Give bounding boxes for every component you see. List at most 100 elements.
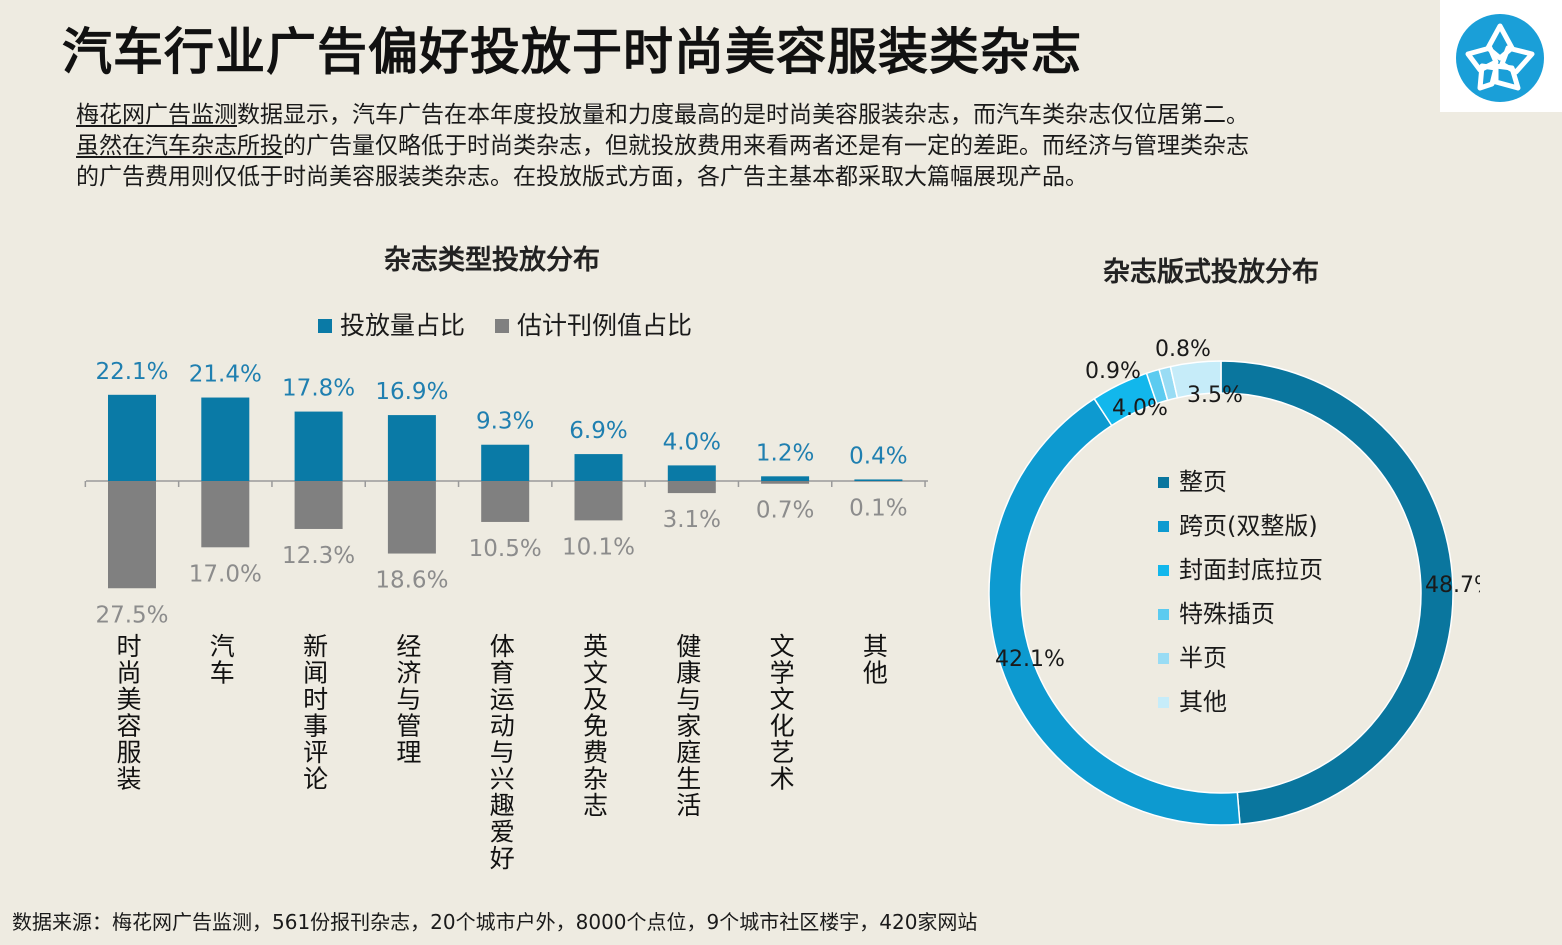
donut-legend-label: 半页 [1179, 644, 1227, 672]
bar-value-label: 10.5% [469, 536, 542, 562]
bar-value [574, 481, 623, 521]
category-label-char: 与 [396, 685, 421, 714]
category-label-char: 生 [676, 765, 701, 794]
donut-legend-swatch [1158, 565, 1169, 576]
bar-value-label: 10.1% [562, 534, 635, 560]
description-underlined: 虽然在汽车杂志所投 [76, 133, 283, 159]
bar-value [201, 481, 250, 548]
bar-chart-legend: 投放量占比 估计刊例值占比 [318, 306, 714, 342]
category-label-char: 事 [303, 712, 328, 741]
bar-volume [387, 415, 436, 481]
category-label-char: 健 [676, 632, 701, 661]
category-label-char: 活 [676, 791, 701, 820]
category-label-char: 服 [116, 738, 141, 767]
donut-legend-swatch [1158, 477, 1169, 488]
bar-value [108, 481, 156, 589]
legend-label: 估计刊例值占比 [516, 311, 692, 340]
donut-legend-swatch [1158, 653, 1169, 664]
category-label-char: 新 [303, 632, 328, 661]
donut-slice-label: 3.5% [1187, 383, 1243, 408]
bar-value-label: 18.6% [375, 568, 448, 594]
category-label-char: 与 [490, 738, 515, 767]
bar-volume [574, 454, 623, 481]
category-label-char: 费 [583, 738, 608, 767]
legend-swatch-blue [318, 319, 332, 333]
category-label-char: 文 [770, 685, 795, 714]
donut-slice [1169, 360, 1222, 399]
category-label-char: 评 [303, 738, 328, 767]
bar-volume-label: 0.4% [849, 443, 907, 469]
legend-swatch-gray [494, 319, 509, 333]
category-label-char: 动 [490, 712, 515, 741]
donut-legend-item: 其他 [1158, 686, 1323, 730]
donut-legend-label: 整页 [1179, 468, 1227, 496]
category-label-char: 车 [210, 659, 235, 688]
legend-label: 投放量占比 [340, 311, 466, 340]
category-label-char: 术 [770, 765, 795, 794]
bar-value-label: 12.3% [282, 543, 355, 569]
category-label-char: 经 [396, 632, 421, 661]
bar-value [761, 481, 810, 484]
category-label-char: 化 [770, 712, 795, 741]
category-label-char: 汽 [210, 632, 235, 661]
plum-blossom-logo-icon [1456, 14, 1544, 102]
bar-volume-label: 4.0% [663, 429, 721, 455]
bar-value [294, 481, 343, 529]
donut-legend-label: 特殊插页 [1179, 600, 1275, 628]
category-label-char: 及 [583, 685, 608, 714]
description: 梅花网广告监测数据显示，汽车广告在本年度投放量和力度最高的是时尚美容服装杂志，而… [76, 100, 1416, 193]
category-label-char: 理 [396, 738, 421, 767]
category-label-char: 济 [396, 659, 421, 688]
donut-legend-label: 封面封底拉页 [1179, 556, 1323, 584]
legend-item-value: 估计刊例值占比 [494, 306, 692, 342]
category-label-char: 家 [676, 712, 701, 741]
donut-slice-label: 42.1% [995, 647, 1065, 672]
description-text: 的广告量仅略低于时尚类杂志，但就投放费用来看两者还是有一定的差距。而经济与管理类… [283, 133, 1249, 159]
category-label-char: 育 [490, 659, 515, 688]
bar-chart-title: 杂志类型投放分布 [384, 245, 600, 276]
bar-volume-label: 1.2% [756, 440, 814, 466]
source-link[interactable]: 梅花网广告监测 [76, 102, 237, 128]
donut-legend-label: 其他 [1179, 688, 1227, 716]
category-label-char: 容 [116, 712, 141, 741]
category-label-char: 文 [770, 632, 795, 661]
donut-slice-label: 48.7% [1425, 573, 1480, 598]
category-label-char: 文 [583, 659, 608, 688]
bar-volume [201, 397, 250, 481]
category-label-char: 学 [770, 659, 795, 688]
donut-legend-label: 跨页(双整版) [1179, 512, 1318, 540]
category-label-char: 杂 [583, 765, 608, 794]
description-line-2: 虽然在汽车杂志所投的广告量仅略低于时尚类杂志，但就投放费用来看两者还是有一定的差… [76, 131, 1416, 162]
bar-volume [761, 476, 810, 481]
category-label-char: 庭 [676, 738, 701, 767]
donut-chart-legend: 整页跨页(双整版) 封面封底拉页 特殊插页半页其他 [1158, 466, 1323, 730]
page-title: 汽车行业广告偏好投放于时尚美容服装类杂志 [62, 23, 1082, 81]
category-label-char: 装 [116, 765, 141, 794]
category-label-char: 其 [863, 632, 888, 661]
category-label-char: 兴 [490, 765, 515, 794]
bar-value [387, 481, 436, 554]
bar-value-label: 27.5% [95, 602, 168, 628]
bar-value-label: 3.1% [663, 507, 721, 533]
data-source-footer: 数据来源：梅花网广告监测，561份报刊杂志，20个城市户外，8000个点位，9个… [12, 910, 978, 934]
category-label-char: 志 [583, 791, 608, 820]
bar-volume-label: 22.1% [95, 359, 168, 385]
category-label-char: 免 [583, 712, 608, 741]
bar-chart: 22.1%27.5%时尚美容服装21.4%17.0%汽车17.8%12.3%新闻… [84, 359, 928, 873]
donut-slice-label: 0.9% [1085, 359, 1141, 384]
donut-legend-item: 整页 [1158, 466, 1323, 510]
category-label-char: 闻 [303, 659, 328, 688]
donut-legend-swatch [1158, 609, 1169, 620]
description-line-1: 梅花网广告监测数据显示，汽车广告在本年度投放量和力度最高的是时尚美容服装杂志，而… [76, 100, 1416, 131]
bar-volume-label: 16.9% [375, 379, 448, 405]
category-label-char: 爱 [490, 818, 515, 847]
donut-chart-title: 杂志版式投放分布 [1103, 257, 1319, 288]
bar-volume-label: 6.9% [569, 418, 627, 444]
donut-chart: 48.7%42.1%4.0%0.9%0.8%3.5% [988, 337, 1480, 826]
bar-volume [667, 465, 716, 481]
description-text: 数据显示，汽车广告在本年度投放量和力度最高的是时尚美容服装杂志，而汽车类杂志仅位… [237, 102, 1249, 128]
category-label-char: 时 [116, 632, 141, 661]
category-label-char: 管 [396, 712, 421, 741]
category-label-char: 艺 [770, 738, 795, 767]
bar-value-label: 17.0% [189, 561, 262, 587]
